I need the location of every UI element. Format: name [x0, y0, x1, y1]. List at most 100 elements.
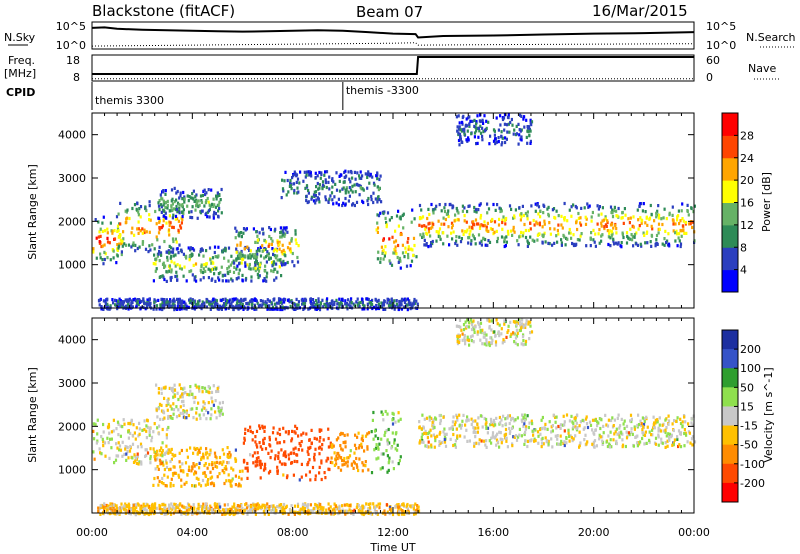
- echo-cell: [384, 245, 387, 249]
- echo-cell: [651, 428, 654, 432]
- echo-cell: [393, 240, 396, 244]
- echo-cell: [148, 244, 151, 248]
- echo-cell: [189, 446, 192, 450]
- echo-cell: [500, 327, 503, 331]
- echo-cell: [157, 432, 161, 436]
- echo-cell: [475, 120, 478, 124]
- freq-left-tick-top: 18: [66, 54, 80, 67]
- echo-cell: [370, 302, 373, 306]
- echo-cell: [215, 465, 219, 469]
- echo-cell: [658, 213, 661, 217]
- echo-cell: [278, 432, 282, 437]
- echo-cell: [291, 251, 294, 256]
- echo-cell: [249, 510, 252, 514]
- echo-cell: [153, 253, 156, 257]
- echo-cell: [343, 456, 346, 461]
- echo-cell: [179, 395, 182, 399]
- echo-cell: [156, 453, 159, 457]
- echo-cell: [224, 249, 227, 253]
- echo-cell: [170, 254, 173, 258]
- echo-cell: [133, 431, 136, 435]
- echo-cell: [119, 238, 122, 242]
- echo-cell: [347, 190, 350, 194]
- echo-cell: [526, 444, 529, 449]
- echo-cell: [258, 231, 261, 235]
- echo-cell: [347, 199, 350, 203]
- echo-cell: [251, 454, 254, 458]
- echo-cell: [264, 467, 267, 471]
- echo-cell: [132, 241, 135, 245]
- echo-cell: [486, 202, 489, 206]
- echo-cell: [289, 184, 292, 188]
- echo-cell: [295, 173, 299, 177]
- echo-cell: [451, 223, 454, 227]
- echo-cell: [323, 471, 326, 475]
- echo-cell: [168, 266, 172, 270]
- echo-cell: [150, 439, 153, 443]
- echo-cell: [650, 233, 653, 237]
- echo-cell: [209, 451, 212, 455]
- echo-cell: [169, 484, 172, 488]
- echo-cell: [470, 417, 473, 421]
- echo-cell: [100, 435, 103, 439]
- echo-cell: [471, 334, 474, 338]
- echo-cell: [632, 225, 635, 229]
- echo-cell: [182, 208, 185, 212]
- echo-cell: [302, 307, 305, 311]
- echo-cell: [469, 229, 472, 233]
- echo-cell: [344, 175, 347, 179]
- echo-cell: [290, 238, 293, 243]
- echo-cell: [314, 303, 317, 307]
- echo-cell: [411, 208, 414, 212]
- echo-cell: [116, 420, 120, 424]
- echo-cell: [495, 318, 498, 322]
- echo-cell: [461, 115, 464, 120]
- echo-cell: [333, 300, 336, 304]
- echo-cell: [127, 436, 130, 440]
- echo-cell: [260, 462, 264, 466]
- echo-cell: [216, 475, 219, 479]
- echo-cell: [125, 452, 128, 456]
- echo-cell: [221, 250, 224, 254]
- echo-cell: [280, 509, 283, 513]
- echo-cell: [455, 206, 458, 211]
- echo-cell: [497, 136, 500, 140]
- echo-cell: [491, 434, 494, 438]
- echo-cell: [366, 307, 369, 311]
- echo-cell: [422, 426, 425, 430]
- echo-cell: [163, 396, 166, 400]
- echo-cell: [282, 473, 285, 477]
- echo-cell: [205, 408, 208, 412]
- echo-cell: [307, 191, 310, 195]
- echo-cell: [473, 327, 476, 331]
- echo-cell: [267, 512, 270, 516]
- echo-cell: [162, 409, 165, 413]
- echo-cell: [273, 278, 276, 282]
- echo-cell: [209, 470, 212, 474]
- echo-cell: [460, 140, 463, 144]
- echo-cell: [526, 239, 529, 243]
- echo-cell: [273, 267, 276, 271]
- echo-cell: [356, 303, 359, 307]
- echo-cell: [476, 330, 479, 334]
- echo-cell: [559, 442, 562, 446]
- echo-cell: [327, 445, 330, 449]
- echo-cell: [234, 226, 237, 230]
- echo-cell: [413, 243, 416, 248]
- echo-cell: [219, 505, 222, 509]
- echo-cell: [328, 467, 331, 472]
- echo-cell: [192, 451, 195, 455]
- echo-cell: [305, 194, 308, 198]
- echo-cell: [575, 242, 578, 246]
- echo-cell: [307, 188, 310, 193]
- echo-cell: [655, 215, 658, 219]
- echo-cell: [220, 187, 223, 192]
- echo-cell: [266, 502, 269, 506]
- echo-cell: [521, 420, 524, 424]
- echo-cell: [522, 231, 525, 235]
- echo-cell: [515, 323, 518, 327]
- echo-cell: [477, 126, 480, 130]
- echo-cell: [111, 508, 114, 512]
- echo-cell: [505, 439, 508, 443]
- echo-cell: [555, 415, 558, 419]
